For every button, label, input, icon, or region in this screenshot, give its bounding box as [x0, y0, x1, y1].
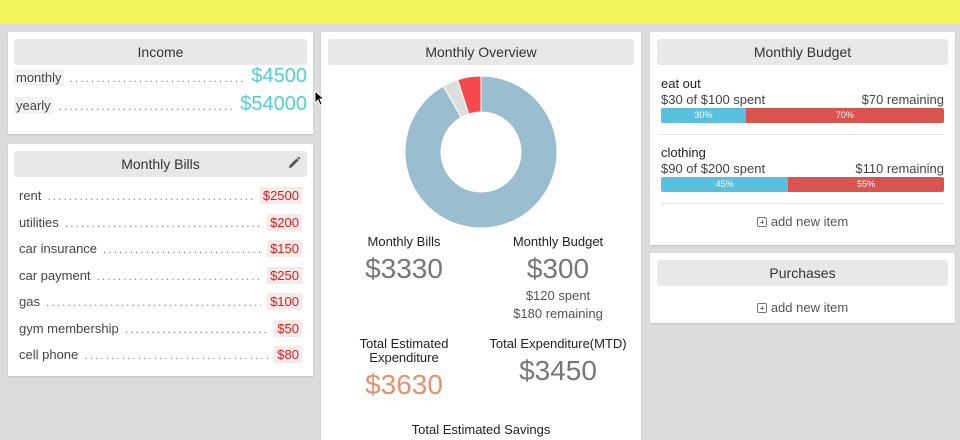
budget-spent-text: $30 of $100 spent [661, 92, 766, 107]
overview-donut-chart [404, 75, 558, 229]
bill-label: utilities [19, 214, 59, 230]
bill-value[interactable]: $250 [267, 266, 302, 284]
bill-value[interactable]: $150 [267, 240, 302, 257]
budget-list: eat out $30 of $100 spent $70 remaining 30%… [657, 76, 948, 204]
income-value[interactable]: $54000 [240, 93, 307, 115]
stat-value: $300 [526, 253, 590, 284]
bill-row: car payment $250 [19, 266, 302, 294]
income-row-monthly: monthly $4500 [14, 65, 307, 93]
stat-monthly-bills: Monthly Bills $3330 [329, 235, 479, 285]
bill-value[interactable]: $2500 [259, 187, 302, 204]
add-purchase-button[interactable]: add new item [657, 300, 948, 315]
progress-spent: 30% [661, 108, 746, 123]
bills-header: Monthly Bills [14, 151, 307, 177]
budget-item-meta: $90 of $200 spent $110 remaining [661, 161, 944, 176]
bill-value[interactable]: $50 [274, 319, 302, 337]
income-label: yearly [14, 97, 53, 114]
stat-title: Total Estimated Savings [411, 422, 551, 437]
bill-value[interactable]: $200 [267, 213, 302, 231]
budget-spent-text: $90 of $200 spent [661, 161, 766, 176]
bill-label: cell phone [19, 347, 79, 362]
stat-total-expenditure-mtd: Total Expenditure(MTD) $3450 [483, 337, 633, 387]
progress-remaining: 55% [788, 177, 944, 192]
budget-remaining-text: $180 remaining [513, 306, 603, 321]
stat-value: $3450 [519, 355, 597, 386]
donut-segment [457, 75, 482, 115]
stat-title: Monthly Budget [512, 234, 604, 249]
bill-row: car insurance $150 [19, 240, 302, 267]
top-banner [0, 0, 960, 24]
bill-label: gas [19, 294, 40, 309]
budget-progress-bar: 30% 70% [661, 108, 944, 123]
income-header: Income [14, 39, 307, 65]
bill-label: rent [19, 188, 42, 203]
monthly-budget-card: Monthly Budget eat out $30 of $100 spent $… [650, 32, 955, 245]
donut-segment [404, 75, 558, 229]
budget-progress-bar: 45% 55% [661, 177, 944, 192]
bill-value[interactable]: $100 [267, 293, 302, 310]
overview-header: Monthly Overview [328, 39, 634, 65]
income-card: Income monthly $4500 yearly $54000 [8, 32, 313, 134]
dot-leader [70, 71, 246, 85]
stat-total-estimated-savings: Total Estimated Savings [406, 423, 556, 437]
divider [661, 203, 944, 204]
add-item-label: add new item [770, 300, 849, 315]
bill-row: utilities $200 [19, 213, 302, 241]
bills-title: Monthly Bills [121, 156, 200, 172]
mouse-cursor-icon [314, 90, 324, 106]
bill-row: gym membership $50 [19, 319, 302, 347]
pencil-icon[interactable] [287, 156, 301, 170]
stat-title: Total Expenditure(MTD) [489, 336, 627, 351]
plus-square-icon [756, 216, 767, 227]
budget-item: eat out $30 of $100 spent $70 remaining 30%… [657, 76, 948, 135]
stat-value: $3330 [365, 253, 443, 284]
bill-row: rent $2500 [19, 187, 302, 214]
dot-leader [103, 242, 261, 256]
plus-square-icon [756, 302, 767, 313]
bill-row: cell phone $80 [19, 346, 302, 373]
progress-remaining: 70% [745, 108, 944, 123]
divider [661, 134, 944, 135]
budget-item-meta: $30 of $100 spent $70 remaining [661, 92, 944, 107]
monthly-overview-card: Monthly Overview Monthly Bills $3330 Mon… [321, 32, 641, 440]
budget-remaining-text: $110 remaining [855, 161, 944, 176]
budget-item: clothing $90 of $200 spent $110 remaining 4… [657, 145, 948, 204]
dot-leader [47, 189, 253, 203]
dot-leader [59, 99, 235, 113]
income-label: monthly [14, 69, 64, 86]
budget-item-name: eat out [661, 76, 701, 91]
bill-value[interactable]: $80 [274, 346, 302, 363]
dot-leader [97, 269, 262, 283]
dot-leader [65, 216, 261, 230]
income-value[interactable]: $4500 [251, 65, 307, 87]
dot-leader [46, 295, 261, 309]
bill-label: car insurance [19, 241, 98, 256]
bill-row: gas $100 [19, 293, 302, 320]
stat-monthly-budget: Monthly Budget $300 $120 spent $180 rema… [483, 235, 633, 323]
add-budget-item-button[interactable]: add new item [657, 214, 948, 229]
stat-value: $3630 [365, 369, 443, 400]
bill-label: car payment [19, 267, 91, 283]
progress-spent: 45% [661, 177, 789, 192]
budget-header: Monthly Budget [657, 39, 948, 65]
budget-item-name: clothing [661, 145, 706, 160]
budget-remaining-text: $70 remaining [861, 92, 944, 107]
purchases-header: Purchases [657, 260, 948, 286]
stat-total-estimated-expenditure: Total Estimated Expenditure $3630 [329, 337, 479, 401]
budget-spent-text: $120 spent [525, 288, 591, 303]
monthly-bills-card: Monthly Bills rent $2500 utilities $200 car … [8, 144, 313, 376]
bill-label: gym membership [19, 320, 119, 336]
stat-title-line2: Expenditure [369, 350, 439, 365]
purchases-card: Purchases add new item [650, 253, 955, 323]
dot-leader [125, 322, 269, 336]
income-row-yearly: yearly $54000 [14, 93, 307, 121]
add-item-label: add new item [770, 214, 849, 229]
dot-leader [84, 348, 268, 362]
stat-title-line1: Total Estimated [359, 336, 449, 351]
stat-title: Monthly Bills [367, 234, 441, 249]
